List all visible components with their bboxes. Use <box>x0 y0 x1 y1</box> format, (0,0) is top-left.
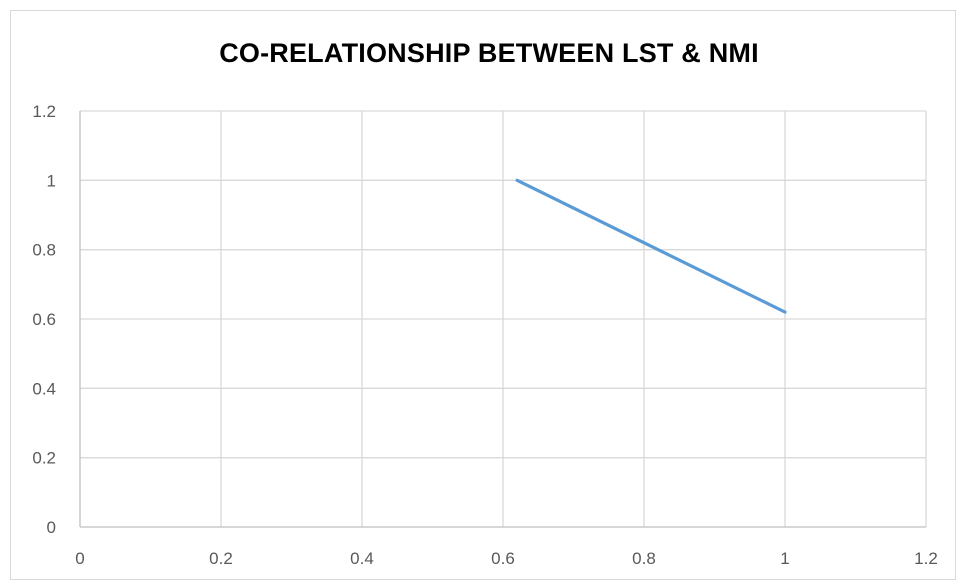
x-tick-labels: 0 0.2 0.4 0.6 0.8 1 1.2 <box>75 549 938 568</box>
y-tick-label: 0.6 <box>32 310 56 329</box>
chart-title: CO-RELATIONSHIP BETWEEN LST & NMI <box>219 38 759 68</box>
x-tick-label: 0 <box>75 549 84 568</box>
gridlines <box>80 110 927 527</box>
y-tick-label: 0.4 <box>32 379 56 398</box>
series-line <box>515 178 787 314</box>
x-tick-label: 0.2 <box>209 549 233 568</box>
x-tick-label: 0.8 <box>632 549 656 568</box>
y-tick-label: 0.8 <box>32 241 56 260</box>
series-layer <box>515 178 787 314</box>
x-tick-label: 0.4 <box>350 549 374 568</box>
x-tick-label: 1 <box>780 549 789 568</box>
x-tick-label: 0.6 <box>491 549 515 568</box>
axes <box>79 111 926 528</box>
chart-frame <box>10 10 956 580</box>
x-tick-label: 1.2 <box>914 549 938 568</box>
y-tick-label: 1.2 <box>32 102 56 121</box>
y-tick-label: 0.2 <box>32 449 56 468</box>
y-tick-label: 1 <box>47 171 56 190</box>
y-tick-labels: 0 0.2 0.4 0.6 0.8 1 1.2 <box>32 102 56 537</box>
y-tick-label: 0 <box>47 518 56 537</box>
